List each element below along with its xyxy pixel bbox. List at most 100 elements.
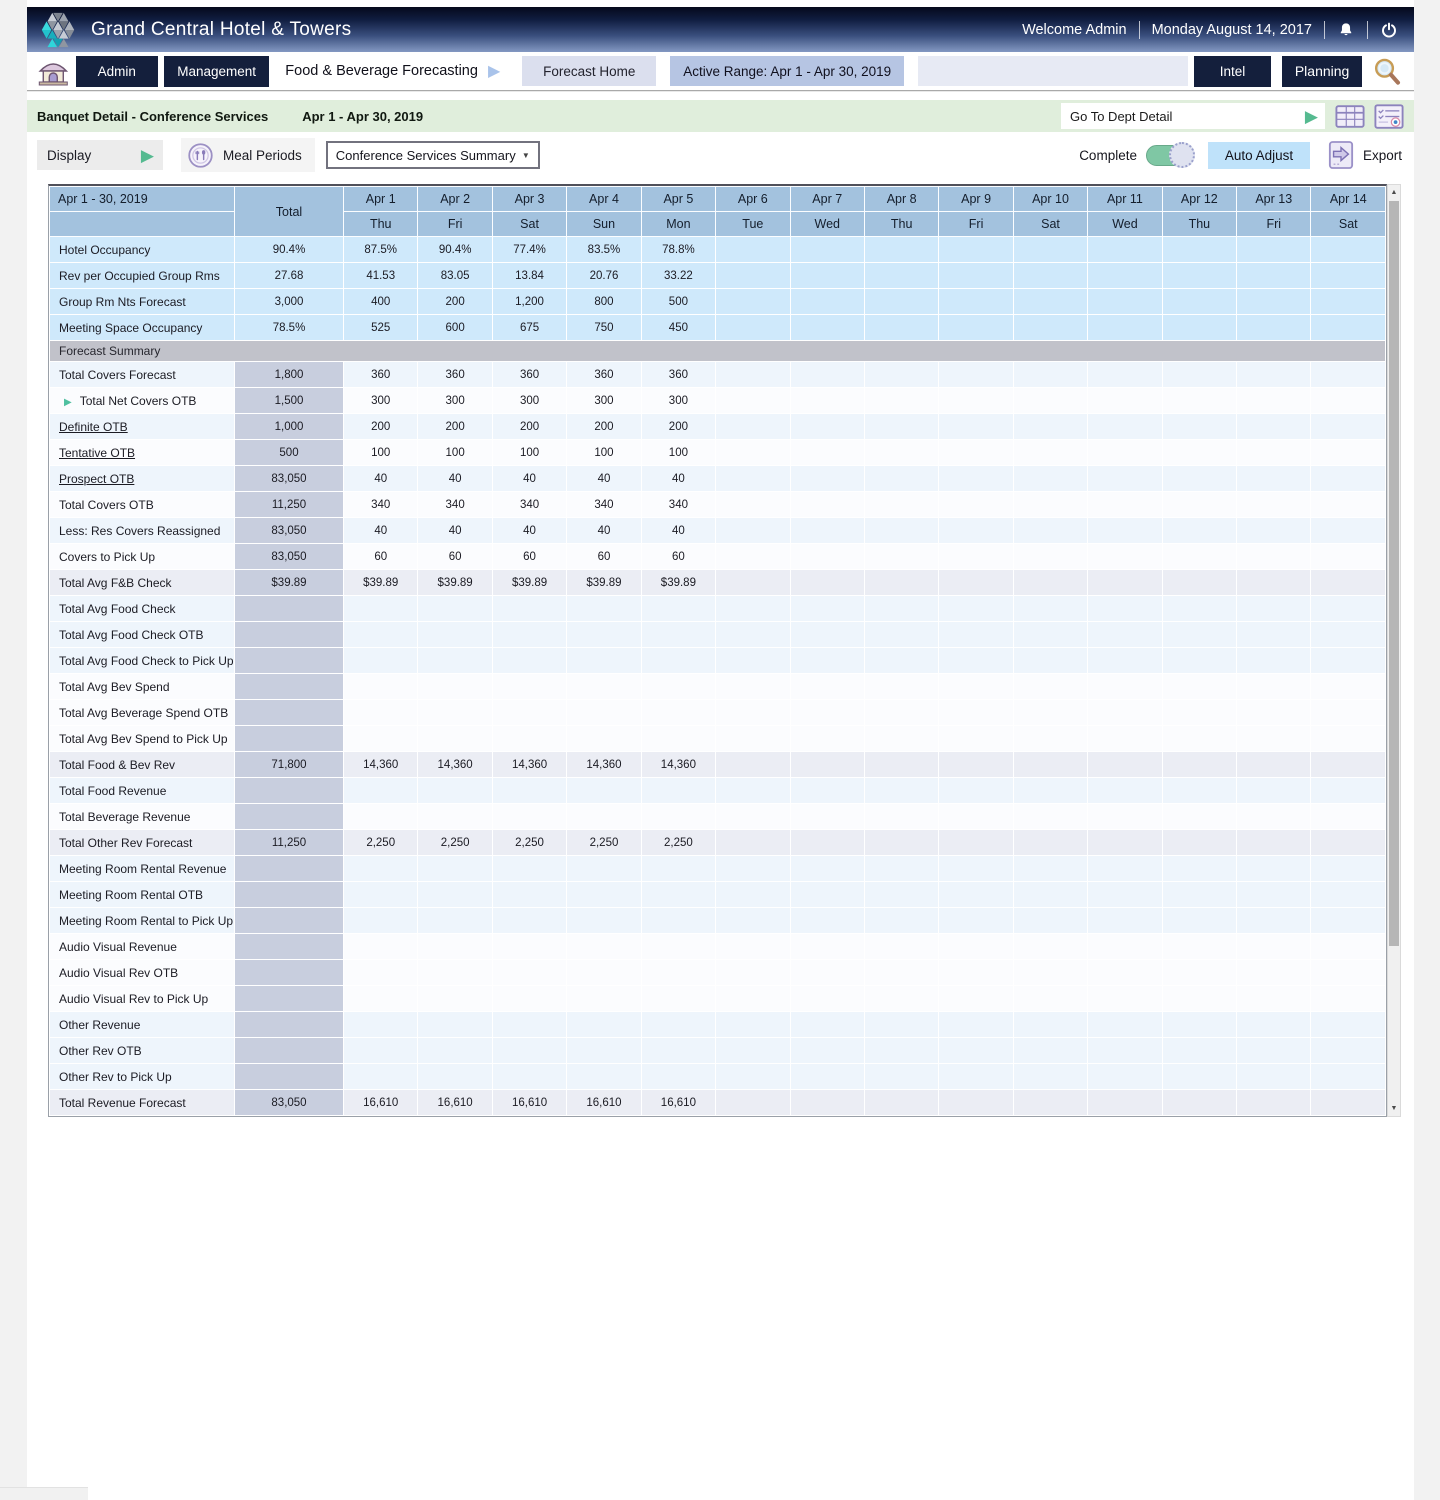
- value-cell[interactable]: [1236, 1037, 1312, 1064]
- value-cell[interactable]: [1236, 1063, 1312, 1090]
- value-cell[interactable]: 16,610: [417, 1089, 493, 1116]
- value-cell[interactable]: [1087, 361, 1163, 388]
- value-cell[interactable]: [789, 314, 865, 341]
- management-tab[interactable]: Management: [163, 55, 270, 87]
- value-cell[interactable]: [938, 262, 1014, 289]
- value-cell[interactable]: [491, 907, 568, 934]
- value-cell[interactable]: [1087, 855, 1163, 882]
- value-cell[interactable]: [640, 907, 717, 934]
- value-cell[interactable]: [715, 387, 791, 414]
- value-cell[interactable]: [1236, 569, 1312, 596]
- value-cell[interactable]: [1310, 985, 1386, 1012]
- checklist-preview-icon[interactable]: [1374, 103, 1404, 130]
- value-cell[interactable]: 90.4%: [417, 236, 493, 263]
- value-cell[interactable]: [342, 1063, 419, 1090]
- value-cell[interactable]: [1012, 361, 1089, 388]
- value-cell[interactable]: [789, 595, 865, 622]
- value-cell[interactable]: [342, 1037, 419, 1064]
- value-cell[interactable]: [789, 465, 865, 492]
- row-label[interactable]: Prospect OTB: [49, 465, 235, 492]
- value-cell[interactable]: [1161, 1037, 1238, 1064]
- value-cell[interactable]: [715, 985, 791, 1012]
- value-cell[interactable]: [491, 1011, 568, 1038]
- value-cell[interactable]: [342, 803, 419, 830]
- value-cell[interactable]: [342, 985, 419, 1012]
- value-cell[interactable]: [1087, 543, 1163, 570]
- value-cell[interactable]: [789, 855, 865, 882]
- value-cell[interactable]: [938, 907, 1014, 934]
- value-cell[interactable]: [863, 491, 940, 518]
- value-cell[interactable]: [417, 1011, 493, 1038]
- value-cell[interactable]: [1012, 387, 1089, 414]
- value-cell[interactable]: 200: [566, 413, 642, 440]
- value-cell[interactable]: [938, 933, 1014, 960]
- value-cell[interactable]: [1236, 1089, 1312, 1116]
- scroll-up-arrow-icon[interactable]: ▲: [1390, 189, 1398, 196]
- value-cell[interactable]: [1310, 314, 1386, 341]
- value-cell[interactable]: [863, 1011, 940, 1038]
- value-cell[interactable]: [938, 699, 1014, 726]
- value-cell[interactable]: [342, 777, 419, 804]
- value-cell[interactable]: 400: [342, 288, 419, 315]
- value-cell[interactable]: [566, 1063, 642, 1090]
- value-cell[interactable]: [1161, 907, 1238, 934]
- value-cell[interactable]: [1012, 569, 1089, 596]
- value-cell[interactable]: 525: [342, 314, 419, 341]
- value-cell[interactable]: [1310, 959, 1386, 986]
- value-cell[interactable]: 300: [640, 387, 717, 414]
- value-cell[interactable]: [1087, 621, 1163, 648]
- value-cell[interactable]: [1161, 777, 1238, 804]
- value-cell[interactable]: [938, 1011, 1014, 1038]
- value-cell[interactable]: [789, 959, 865, 986]
- value-cell[interactable]: [715, 491, 791, 518]
- value-cell[interactable]: [342, 621, 419, 648]
- value-cell[interactable]: [715, 439, 791, 466]
- value-cell[interactable]: [1310, 543, 1386, 570]
- day-column-header[interactable]: Sat: [491, 211, 568, 237]
- value-cell[interactable]: [938, 1063, 1014, 1090]
- value-cell[interactable]: [938, 725, 1014, 752]
- value-cell[interactable]: [789, 387, 865, 414]
- value-cell[interactable]: 360: [342, 361, 419, 388]
- value-cell[interactable]: [938, 985, 1014, 1012]
- value-cell[interactable]: [1012, 673, 1089, 700]
- value-cell[interactable]: [491, 673, 568, 700]
- value-cell[interactable]: 360: [491, 361, 568, 388]
- value-cell[interactable]: [640, 1011, 717, 1038]
- value-cell[interactable]: 40: [417, 517, 493, 544]
- value-cell[interactable]: [1310, 1011, 1386, 1038]
- value-cell[interactable]: [1087, 569, 1163, 596]
- value-cell[interactable]: [1087, 751, 1163, 778]
- value-cell[interactable]: [1236, 673, 1312, 700]
- value-cell[interactable]: [342, 933, 419, 960]
- value-cell[interactable]: [491, 1063, 568, 1090]
- value-cell[interactable]: 60: [491, 543, 568, 570]
- value-cell[interactable]: [1161, 1063, 1238, 1090]
- value-cell[interactable]: [863, 673, 940, 700]
- value-cell[interactable]: [566, 647, 642, 674]
- horizontal-scrollbar[interactable]: [0, 1487, 88, 1500]
- value-cell[interactable]: [1236, 699, 1312, 726]
- value-cell[interactable]: [1087, 881, 1163, 908]
- value-cell[interactable]: [715, 725, 791, 752]
- value-cell[interactable]: [1310, 1089, 1386, 1116]
- value-cell[interactable]: 16,610: [640, 1089, 717, 1116]
- value-cell[interactable]: 1,200: [491, 288, 568, 315]
- value-cell[interactable]: [863, 543, 940, 570]
- value-cell[interactable]: 41.53: [342, 262, 419, 289]
- value-cell[interactable]: [715, 1063, 791, 1090]
- value-cell[interactable]: [1012, 803, 1089, 830]
- day-column-header[interactable]: Wed: [789, 211, 865, 237]
- value-cell[interactable]: [1161, 647, 1238, 674]
- value-cell[interactable]: [789, 439, 865, 466]
- value-cell[interactable]: [1310, 1063, 1386, 1090]
- value-cell[interactable]: [491, 621, 568, 648]
- value-cell[interactable]: [1236, 517, 1312, 544]
- date-column-header[interactable]: Apr 13: [1236, 186, 1312, 212]
- value-cell[interactable]: 450: [640, 314, 717, 341]
- value-cell[interactable]: [938, 543, 1014, 570]
- grid-view-icon[interactable]: [1335, 103, 1365, 130]
- value-cell[interactable]: [1087, 673, 1163, 700]
- value-cell[interactable]: 600: [417, 314, 493, 341]
- value-cell[interactable]: [1310, 933, 1386, 960]
